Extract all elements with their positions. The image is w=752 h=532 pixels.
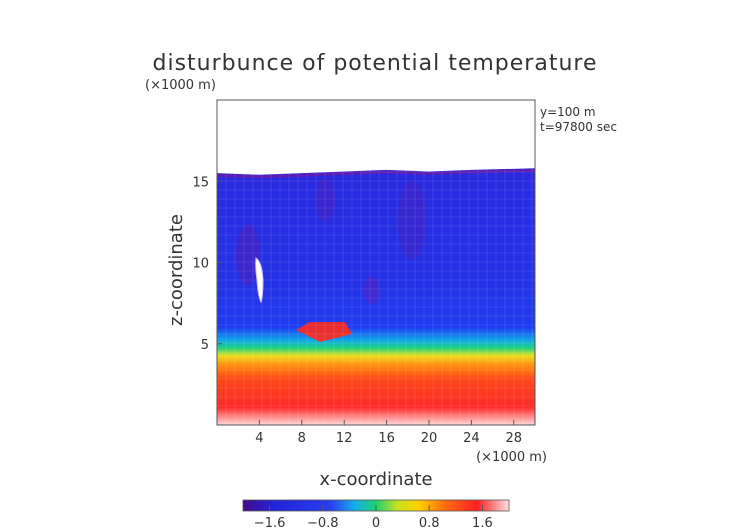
heatmap-field [217,100,535,425]
annotation-y: y=100 m [540,105,596,119]
annotation-t: t=97800 sec [540,120,617,134]
x-tick-label: 20 [421,431,438,446]
y-axis-label: z-coordinate [166,214,187,326]
x-axis: 4 8 12 16 20 24 28 [255,420,522,446]
colorbar-tick-label: 0.8 [419,516,440,531]
y-axis: 5 10 15 [192,175,222,353]
x-axis-label: x-coordinate [319,469,432,490]
chart-subtitle: (×1000 m) [145,78,216,93]
x-tick-label: 16 [378,431,395,446]
y-tick-label: 15 [192,175,209,190]
colorbar-tick-label: −1.6 [254,516,286,531]
x-tick-label: 28 [506,431,523,446]
red-intrusion [296,322,352,342]
y-tick-label: 5 [201,338,209,353]
colorbar-tick-label: −0.8 [307,516,339,531]
x-tick-label: 4 [255,431,263,446]
x-tick-label: 24 [463,431,480,446]
field-region [217,168,535,425]
white-streak [255,257,264,304]
chart-title: disturbunce of potential temperature [153,51,598,76]
contour-grid [217,100,535,425]
purple-plume-mid [364,276,380,304]
y-tick-label: 10 [192,257,209,272]
x-tick-label: 12 [336,431,353,446]
purple-plume-center [315,178,335,222]
x-tick-label: 8 [298,431,306,446]
x-unit-label: (×1000 m) [476,450,547,465]
purple-top-band [217,168,535,179]
purple-plume-right [398,180,426,260]
purple-plume-left [236,225,260,285]
colorbar-ticks: −1.6 −0.8 0 0.8 1.6 [254,505,493,531]
colorbar-tick-label: 1.6 [472,516,493,531]
colorbar-tick-label: 0 [372,516,380,531]
